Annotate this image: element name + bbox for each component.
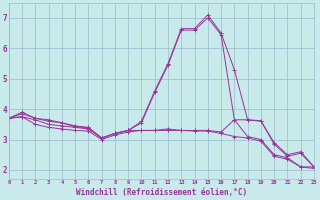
X-axis label: Windchill (Refroidissement éolien,°C): Windchill (Refroidissement éolien,°C) — [76, 188, 247, 197]
